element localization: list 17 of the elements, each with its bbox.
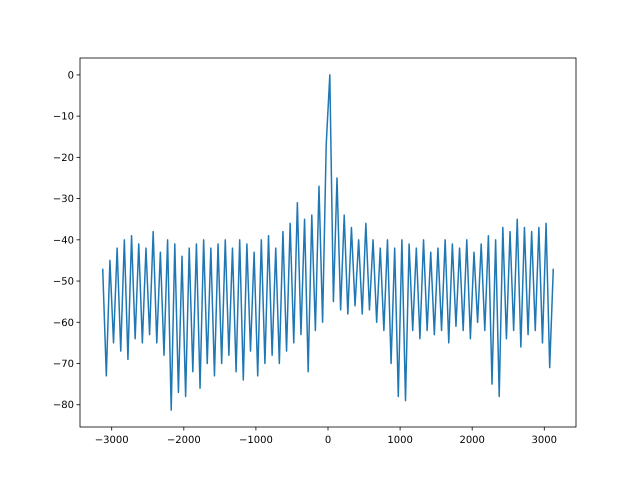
x-tick-label: 3000	[532, 435, 558, 446]
y-tick-label: −70	[52, 359, 74, 370]
y-tick-label: −40	[52, 235, 74, 246]
x-tick-label: −2000	[166, 435, 201, 446]
x-tick-label: −3000	[94, 435, 129, 446]
x-tick-label: 0	[324, 435, 332, 446]
x-tick-label: 1000	[387, 435, 413, 446]
line-series	[102, 74, 554, 411]
y-tick-label: −80	[52, 400, 74, 412]
y-tick-label: −50	[52, 276, 74, 288]
y-tick-label: −20	[52, 152, 74, 164]
y-tick-label: −10	[52, 112, 74, 123]
x-tick-label: −1000	[238, 435, 273, 446]
y-tick-label: −30	[52, 194, 74, 206]
x-tick-label: 2000	[459, 435, 485, 446]
y-tick-label: 0	[68, 70, 74, 82]
y-tick-label: −60	[52, 318, 74, 329]
